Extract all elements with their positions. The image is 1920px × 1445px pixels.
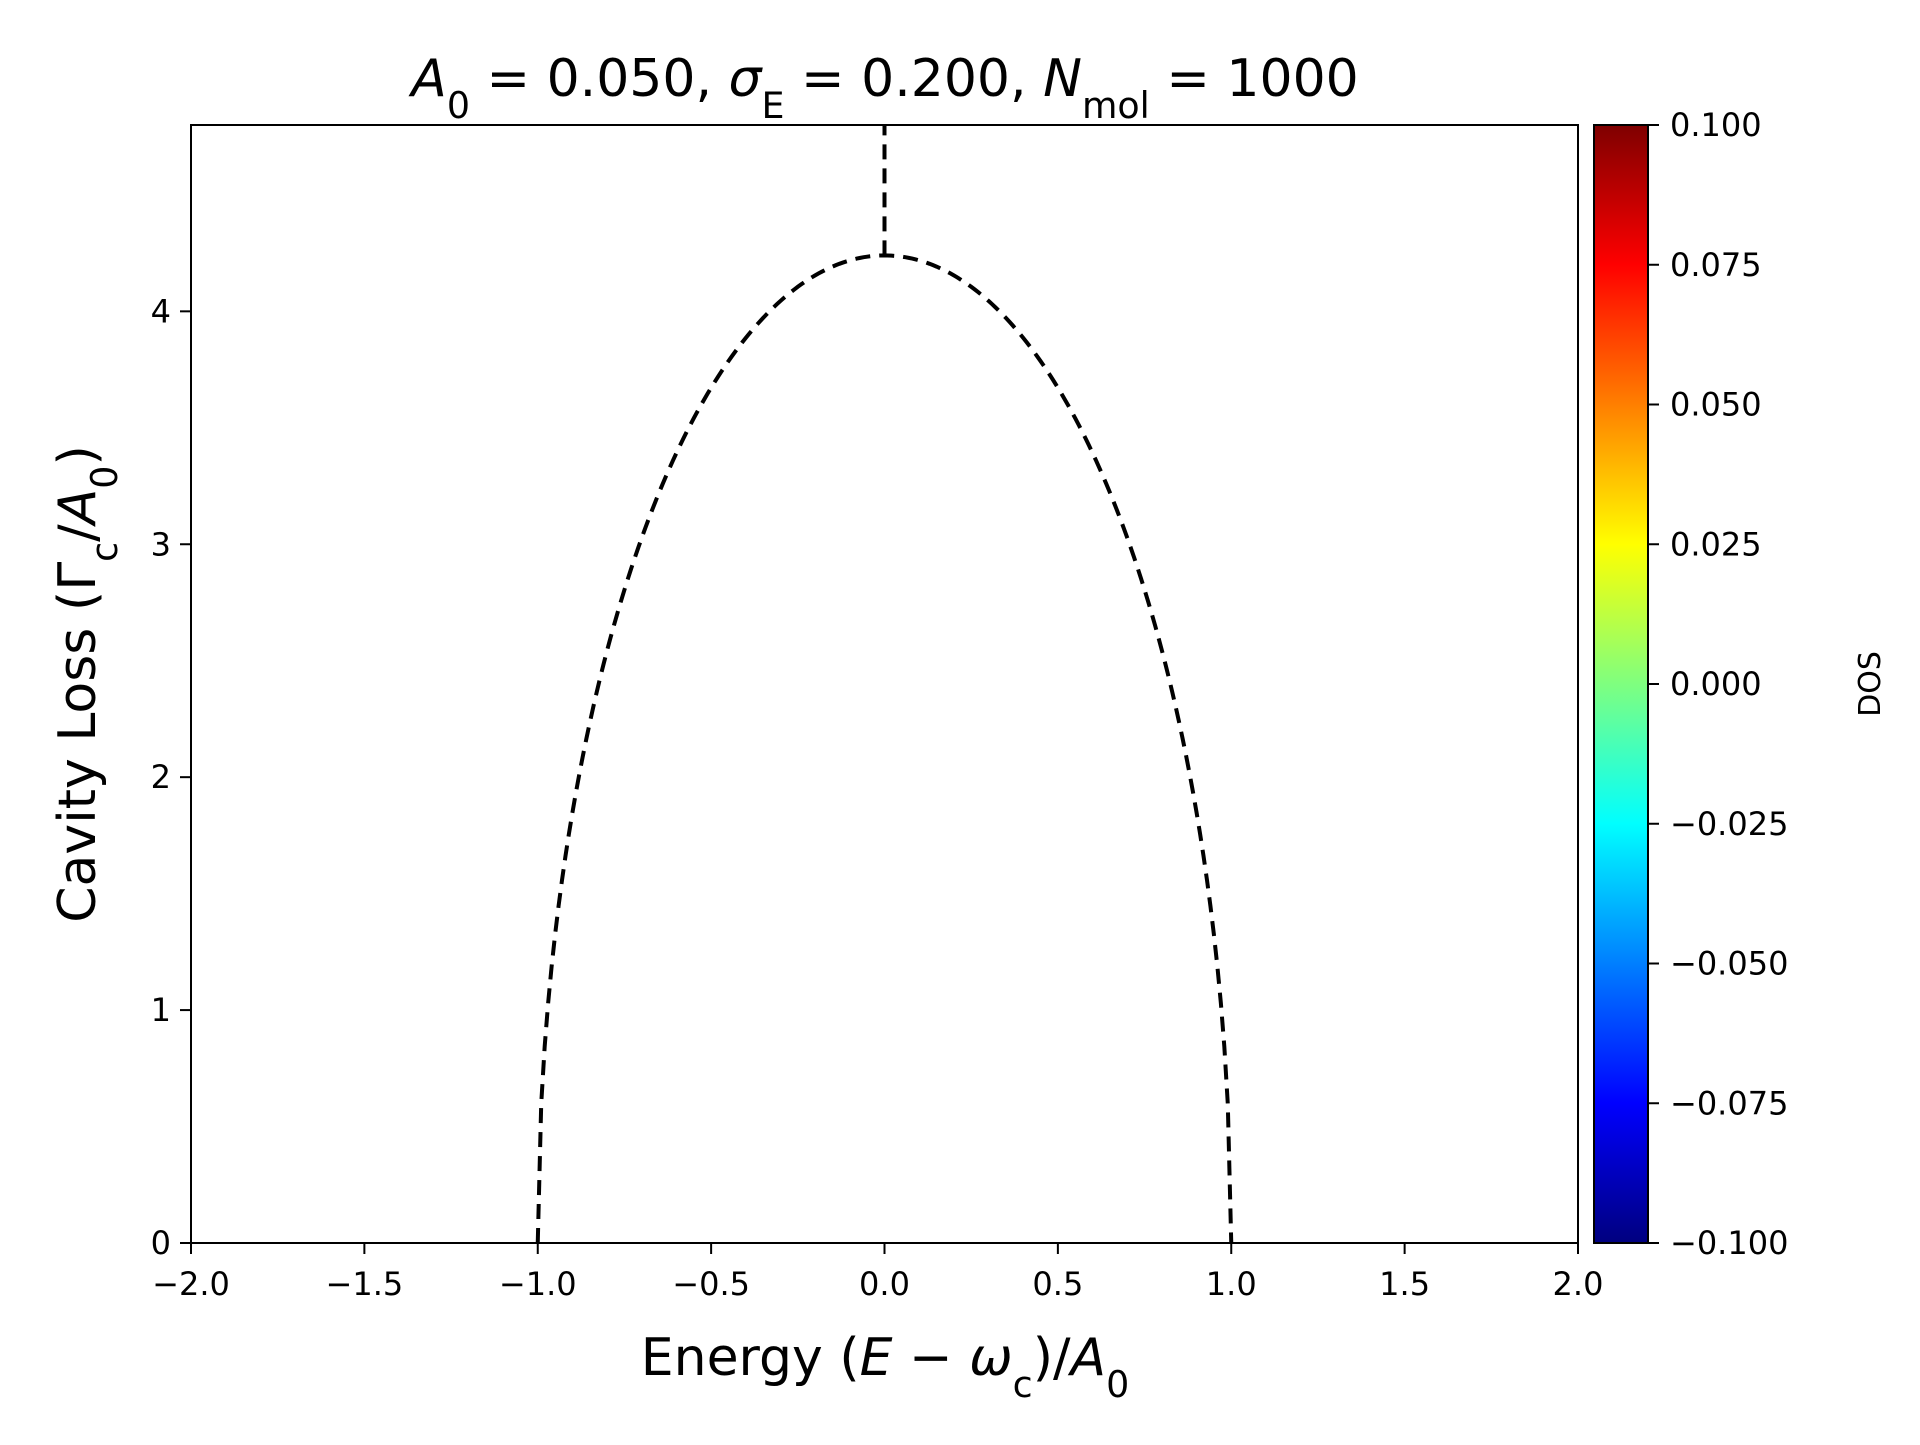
x-tick-label: 1.0 <box>1206 1265 1257 1303</box>
y-axis-label-part: 0 <box>83 466 126 489</box>
colorbar-tick-label: −0.100 <box>1670 1224 1788 1262</box>
y-axis-label-part: Cavity Loss (Γ <box>48 562 108 923</box>
colorbar-tick-label: 0.075 <box>1670 246 1762 284</box>
colorbar-axis: 0.100 0.075 0.050 0.025 0.000 −0.025 −0.050 −0.… <box>1648 106 1788 1262</box>
colorbar-label: DOS <box>1853 651 1888 717</box>
chart-title-part: A <box>408 49 447 109</box>
x-axis-label-part: ω <box>969 1328 1013 1388</box>
y-tick-label: 3 <box>151 525 171 563</box>
x-tick-label: 2.0 <box>1553 1265 1604 1303</box>
plot-area <box>190 124 1579 1244</box>
y-axis: 0 1 2 3 4 <box>151 292 191 1262</box>
colorbar-tick-label: −0.050 <box>1670 945 1788 983</box>
x-tick-label: 0.5 <box>1032 1265 1083 1303</box>
y-axis-label-part: ) <box>48 445 108 465</box>
x-axis-label-part: A <box>1068 1328 1107 1388</box>
boundary-curve <box>535 125 1234 1244</box>
x-axis-label: Energy (E − ωc)/A0 <box>641 1328 1129 1406</box>
chart-title-part: = 0.050, <box>470 49 729 109</box>
chart-title-part: mol <box>1082 84 1150 127</box>
colorbar-tick-label: 0.100 <box>1670 106 1762 144</box>
colorbar <box>1593 124 1649 1244</box>
x-tick-label: −1.5 <box>326 1265 404 1303</box>
x-axis-label-part: − <box>892 1328 969 1388</box>
chart-title-part: N <box>1043 49 1082 109</box>
x-axis-label-part: )/ <box>1033 1328 1071 1388</box>
chart-title-part: = 0.200, <box>785 49 1044 109</box>
x-axis: −2.0 −1.5 −1.0 −0.5 0.0 0.5 1.0 1.5 2.0 <box>152 1243 1603 1303</box>
y-tick-label: 4 <box>151 292 171 330</box>
y-axis-label-part: / <box>48 524 108 542</box>
x-axis-label-part: c <box>1013 1363 1033 1406</box>
y-tick-label: 0 <box>151 1224 171 1262</box>
y-tick-label: 2 <box>151 758 171 796</box>
chart-title-part: 0 <box>447 84 470 127</box>
x-axis-label-part: Energy ( <box>641 1328 860 1388</box>
colorbar-tick-label: 0.025 <box>1670 525 1762 563</box>
chart-title-part: σ <box>729 49 764 109</box>
x-tick-label: −0.5 <box>672 1265 750 1303</box>
y-axis-label: Cavity Loss (Γc/A0) <box>48 445 126 923</box>
x-tick-label: 0.0 <box>859 1265 910 1303</box>
colorbar-tick-label: −0.025 <box>1670 805 1788 843</box>
x-axis-label-part: E <box>860 1328 893 1388</box>
y-axis-label-part: A <box>48 489 108 528</box>
colorbar-tick-label: −0.075 <box>1670 1084 1788 1122</box>
x-tick-label: 1.5 <box>1379 1265 1430 1303</box>
chart-title: A0 = 0.050, σE = 0.200, Nmol = 1000 <box>408 49 1359 127</box>
colorbar-tick-label: 0.050 <box>1670 386 1762 424</box>
x-tick-label: −1.0 <box>499 1265 577 1303</box>
chart-title-part: = 1000 <box>1150 49 1359 109</box>
x-tick-label: −2.0 <box>152 1265 230 1303</box>
x-axis-label-part: 0 <box>1106 1363 1129 1406</box>
colorbar-tick-label: 0.000 <box>1670 665 1762 703</box>
y-tick-label: 1 <box>151 991 171 1029</box>
y-axis-label-part: c <box>83 542 126 562</box>
chart-title-part: E <box>762 84 785 127</box>
